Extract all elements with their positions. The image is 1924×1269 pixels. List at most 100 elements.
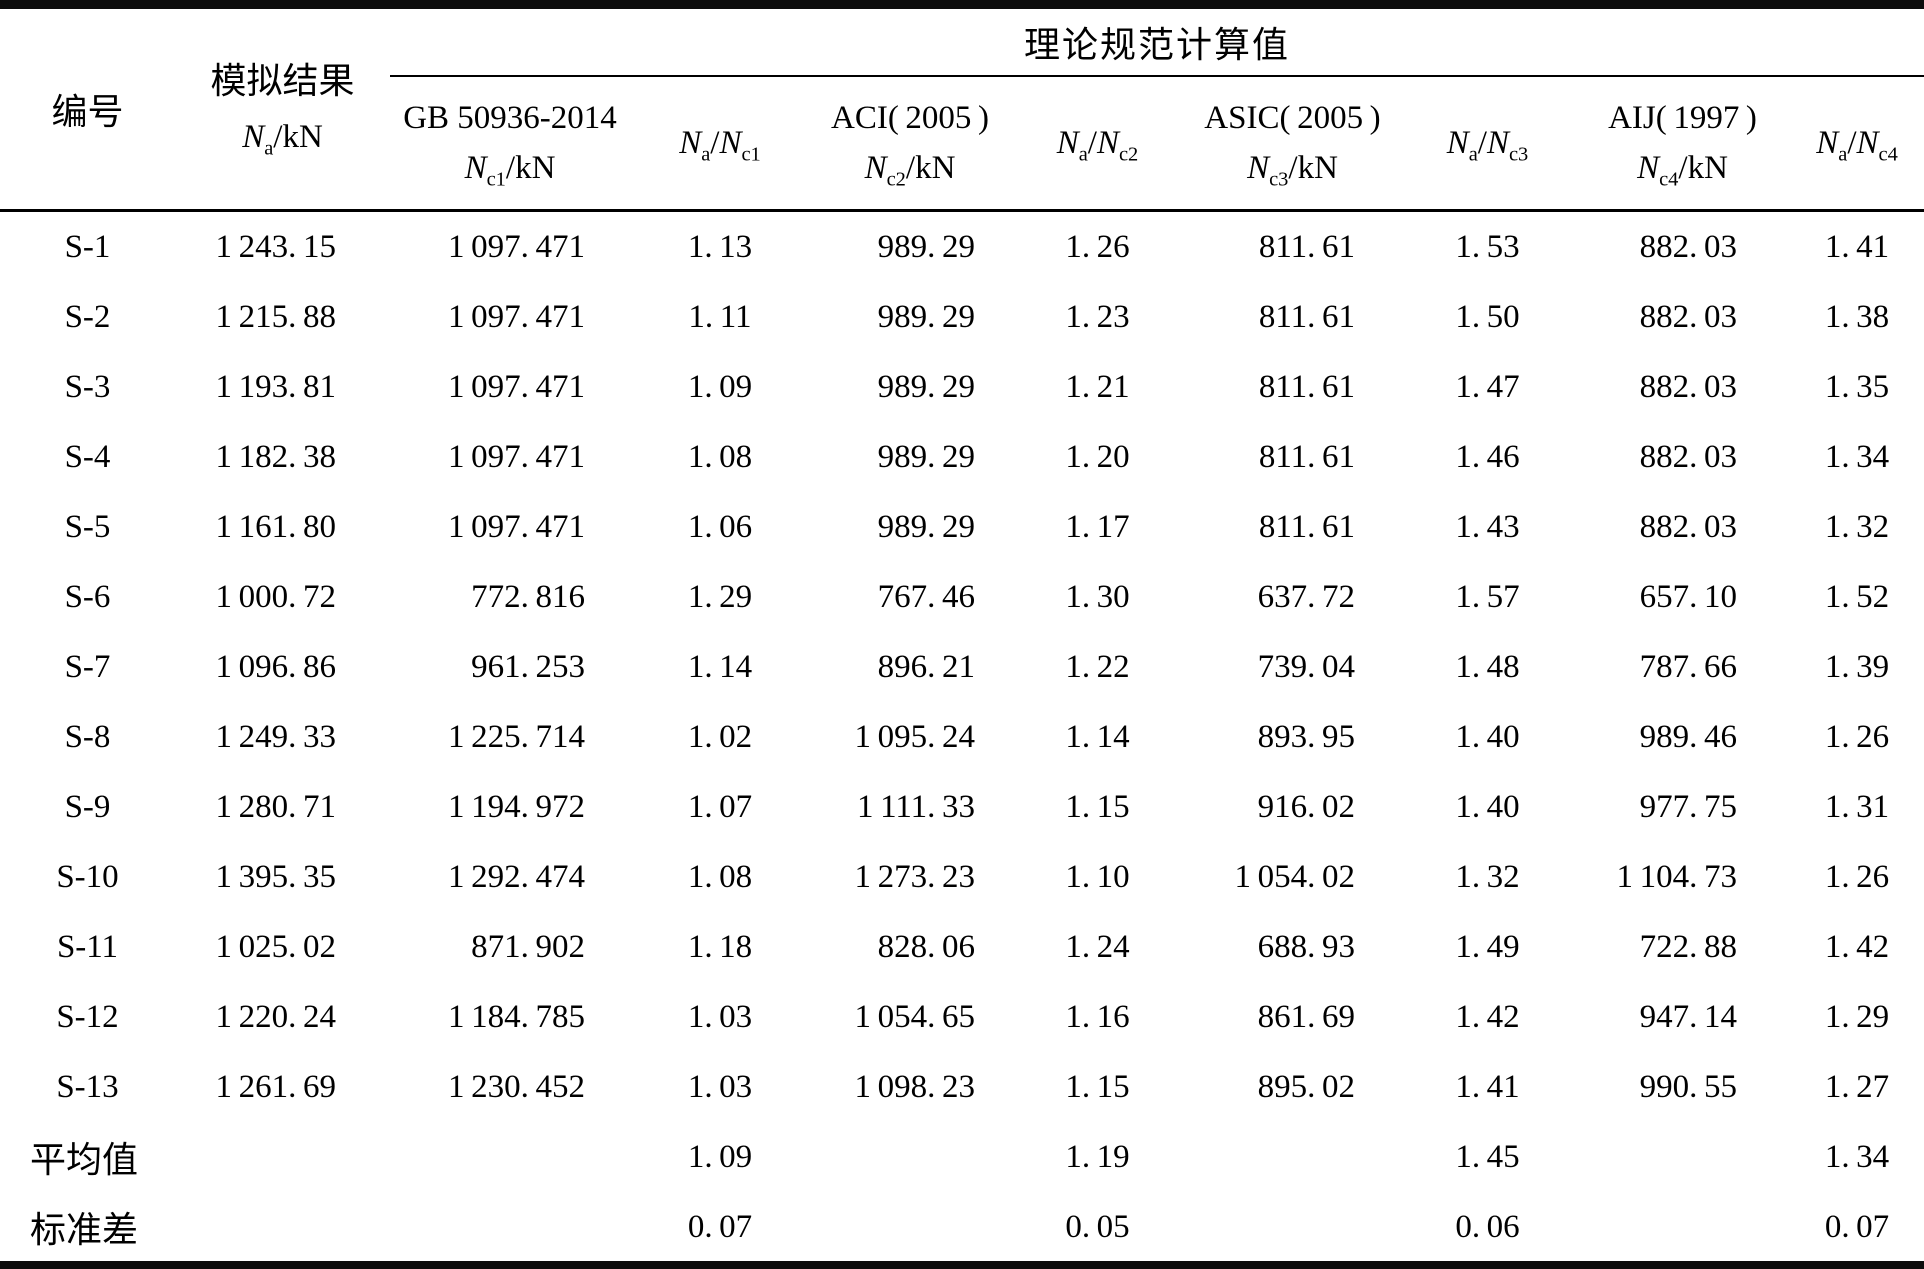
value-cell: 1. 10 <box>1065 858 1130 895</box>
sim-header-symbol: Na/kN <box>242 119 323 160</box>
col-header-ratio-aci: Na/Nc2 <box>1010 76 1185 212</box>
value-cell: 882. 03 <box>1639 298 1737 335</box>
value-cell: 893. 95 <box>1257 718 1355 755</box>
value-cell: 1. 29 <box>1824 998 1890 1035</box>
value-cell <box>1185 1192 1400 1262</box>
value-cell: 1. 41 <box>1824 228 1890 265</box>
value-cell: 896. 21 <box>877 648 975 685</box>
table-row: S-2 1 215. 88 1 097. 471 1. 11 989. 29 1. 23 8… <box>0 282 1924 352</box>
value-cell: 1. 20 <box>1065 438 1130 475</box>
code-label: AIJ( 1997 ) <box>1608 100 1757 136</box>
row-label: 平均值 <box>30 1140 139 1180</box>
value-cell: 989. 29 <box>877 368 975 405</box>
value-cell: 1. 08 <box>687 438 753 475</box>
value-cell: 895. 02 <box>1257 1068 1355 1105</box>
value-cell: 1. 41 <box>1455 1068 1520 1105</box>
value-cell: 989. 46 <box>1639 718 1737 755</box>
table-row: S-1 1 243. 15 1 097. 471 1. 13 989. 29 1. 26 8… <box>0 211 1924 283</box>
value-cell: 688. 93 <box>1257 928 1355 965</box>
value-cell: 1 096. 86 <box>215 648 336 685</box>
row-label: S-4 <box>64 438 111 475</box>
col-header-ratio-asic: Na/Nc3 <box>1400 76 1575 212</box>
col-header-code-aij: AIJ( 1997 ) Nc4/kN <box>1575 76 1790 212</box>
value-cell: 1. 34 <box>1824 438 1890 475</box>
table-row: S-4 1 182. 38 1 097. 471 1. 08 989. 29 1. 20 8… <box>0 422 1924 492</box>
value-cell: 977. 75 <box>1639 788 1737 825</box>
row-label: S-13 <box>56 1068 119 1105</box>
value-cell: 1. 09 <box>687 1138 753 1175</box>
value-cell: 1. 24 <box>1065 928 1130 965</box>
value-cell: 1. 16 <box>1065 998 1130 1035</box>
row-label: S-10 <box>56 858 119 895</box>
value-cell: 1. 30 <box>1065 578 1130 615</box>
value-cell: 1 095. 24 <box>854 718 975 755</box>
value-cell: 1. 32 <box>1455 858 1520 895</box>
value-cell: 1 097. 471 <box>448 228 585 265</box>
value-cell: 1. 52 <box>1824 578 1890 615</box>
value-cell: 657. 10 <box>1639 578 1737 615</box>
value-cell: 1 000. 72 <box>215 578 336 615</box>
value-cell: 882. 03 <box>1639 228 1737 265</box>
row-label: S-2 <box>64 298 111 335</box>
value-cell: 1 395. 35 <box>215 858 336 895</box>
value-cell: 1 097. 471 <box>448 298 585 335</box>
value-cell: 1 098. 23 <box>854 1068 975 1105</box>
row-label: S-11 <box>56 928 119 965</box>
value-cell: 1 292. 474 <box>448 858 585 895</box>
value-cell: 1. 39 <box>1824 648 1890 685</box>
value-cell: 1. 27 <box>1824 1068 1890 1105</box>
value-cell: 1. 42 <box>1455 998 1520 1035</box>
code-label: ASIC( 2005 ) <box>1204 100 1381 136</box>
value-cell: 1. 17 <box>1065 508 1130 545</box>
value-cell: 882. 03 <box>1639 508 1737 545</box>
value-cell: 947. 14 <box>1639 998 1737 1035</box>
value-cell: 1. 09 <box>687 368 753 405</box>
value-cell: 861. 69 <box>1257 998 1355 1035</box>
value-cell: 637. 72 <box>1257 578 1355 615</box>
value-cell <box>390 1122 630 1192</box>
summary-row: 标准差 0. 07 0. 05 0. 06 0. 07 <box>0 1192 1924 1262</box>
col-header-code-aci: ACI( 2005 ) Nc2/kN <box>810 76 1010 212</box>
summary-row: 平均值 1. 09 1. 19 1. 45 1. 34 <box>0 1122 1924 1192</box>
value-cell: 1. 03 <box>687 1068 753 1105</box>
value-cell: 1. 48 <box>1455 648 1520 685</box>
value-cell: 0. 07 <box>687 1208 753 1245</box>
code-symbol: Nc1/kN <box>464 150 556 191</box>
value-cell: 1. 40 <box>1455 718 1520 755</box>
value-cell: 1 273. 23 <box>854 858 975 895</box>
value-cell <box>810 1192 1010 1262</box>
row-label: S-8 <box>64 718 111 755</box>
value-cell: 1 025. 02 <box>215 928 336 965</box>
value-cell <box>810 1122 1010 1192</box>
value-cell: 1. 26 <box>1824 858 1890 895</box>
code-label: ACI( 2005 ) <box>830 100 990 136</box>
value-cell: 828. 06 <box>877 928 975 965</box>
row-label: 标准差 <box>30 1210 139 1250</box>
value-cell: 1 182. 38 <box>215 438 336 475</box>
value-cell: 1. 40 <box>1455 788 1520 825</box>
sim-header-title: 模拟结果 <box>210 61 355 101</box>
value-cell: 1. 42 <box>1824 928 1890 965</box>
value-cell: 0. 05 <box>1065 1208 1130 1245</box>
value-cell: 1 225. 714 <box>448 718 585 755</box>
value-cell: 1 184. 785 <box>448 998 585 1035</box>
value-cell: 0. 06 <box>1455 1208 1520 1245</box>
col-header-theory-span: 理论规范计算值 <box>390 9 1924 77</box>
code-symbol: Nc4/kN <box>1637 150 1728 191</box>
value-cell: 1. 07 <box>687 788 753 825</box>
value-cell: 722. 88 <box>1639 928 1737 965</box>
value-cell: 871. 902 <box>471 928 585 965</box>
value-cell: 1. 13 <box>687 228 753 265</box>
table-row: S-13 1 261. 69 1 230. 452 1. 03 1 098. 23 1. … <box>0 1052 1924 1122</box>
row-label: S-9 <box>64 788 111 825</box>
value-cell: 1 054. 02 <box>1234 858 1355 895</box>
value-cell: 1 097. 471 <box>448 508 585 545</box>
value-cell: 1 243. 15 <box>215 228 336 265</box>
value-cell: 1. 15 <box>1065 1068 1130 1105</box>
col-header-ratio-gb: Na/Nc1 <box>630 76 810 212</box>
value-cell: 1 215. 88 <box>215 298 336 335</box>
col-header-code-asic: ASIC( 2005 ) Nc3/kN <box>1185 76 1400 212</box>
value-cell: 989. 29 <box>877 438 975 475</box>
value-cell: 1. 26 <box>1065 228 1130 265</box>
